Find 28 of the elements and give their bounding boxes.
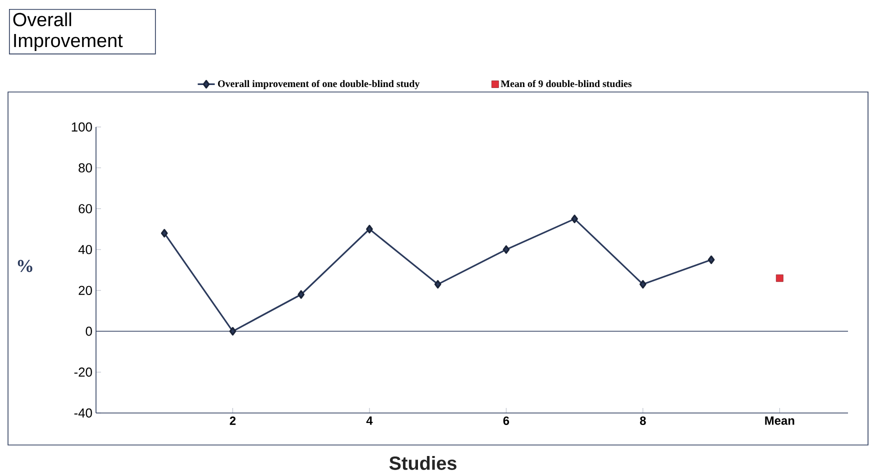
point bbox=[434, 280, 442, 289]
point bbox=[502, 245, 510, 254]
point bbox=[229, 326, 236, 336]
point bbox=[708, 255, 715, 264]
point bbox=[640, 280, 646, 289]
y-tick-label: 100 bbox=[72, 122, 92, 132]
y-tick-label: 40 bbox=[78, 244, 92, 254]
chart-title: Overall Improvement bbox=[13, 12, 123, 51]
point bbox=[366, 224, 373, 234]
x-tick-label: 6 bbox=[503, 416, 510, 425]
y-tick-label: 60 bbox=[78, 204, 92, 214]
y-axis-title: % bbox=[18, 260, 32, 272]
x-tick-label: 4 bbox=[366, 416, 373, 425]
point bbox=[776, 274, 784, 282]
x-tick-label: Mean bbox=[765, 416, 794, 425]
y-tick-label: 20 bbox=[78, 286, 92, 295]
y-tick-label: 80 bbox=[78, 163, 92, 172]
x-axis-title: Studies bbox=[389, 456, 456, 470]
y-tick-label: -40 bbox=[74, 408, 92, 418]
legend-label: Overall improvement of one double-blind study bbox=[218, 80, 420, 90]
point bbox=[160, 228, 168, 238]
x-tick-label: 8 bbox=[640, 416, 646, 425]
legend-label: Mean of 9 double-blind studies bbox=[500, 80, 632, 88]
x-tick-label: 2 bbox=[230, 416, 236, 425]
y-tick-label: 0 bbox=[86, 326, 92, 336]
point bbox=[298, 290, 305, 299]
point bbox=[571, 214, 578, 224]
y-tick-label: -20 bbox=[74, 368, 92, 377]
